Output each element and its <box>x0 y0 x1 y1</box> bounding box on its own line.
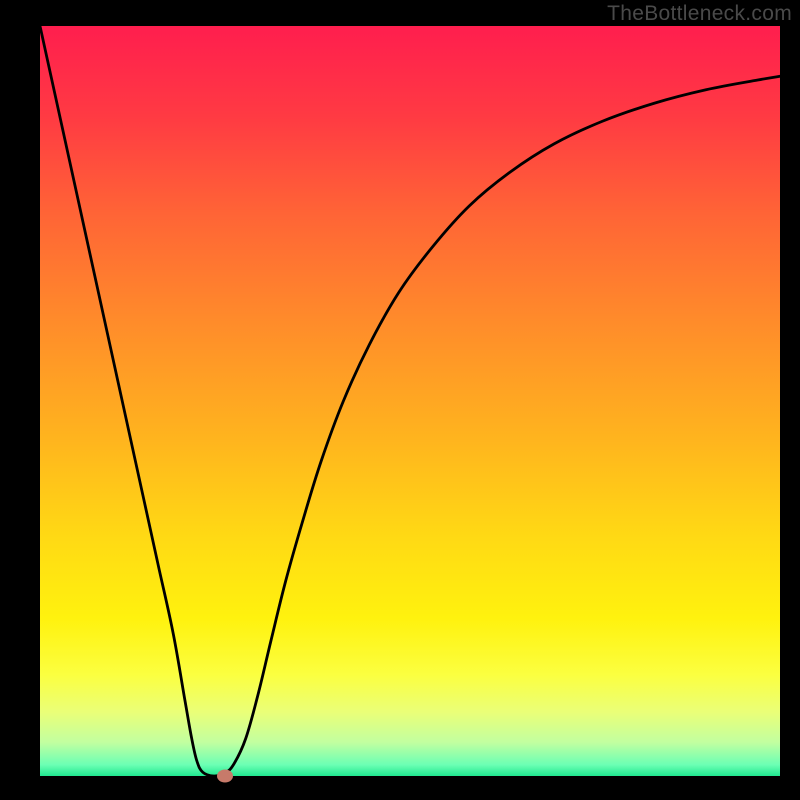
optimum-marker <box>217 770 233 783</box>
plot-background <box>40 26 780 776</box>
bottleneck-chart: TheBottleneck.com <box>0 0 800 800</box>
watermark-text: TheBottleneck.com <box>607 2 792 26</box>
chart-svg <box>0 0 800 800</box>
